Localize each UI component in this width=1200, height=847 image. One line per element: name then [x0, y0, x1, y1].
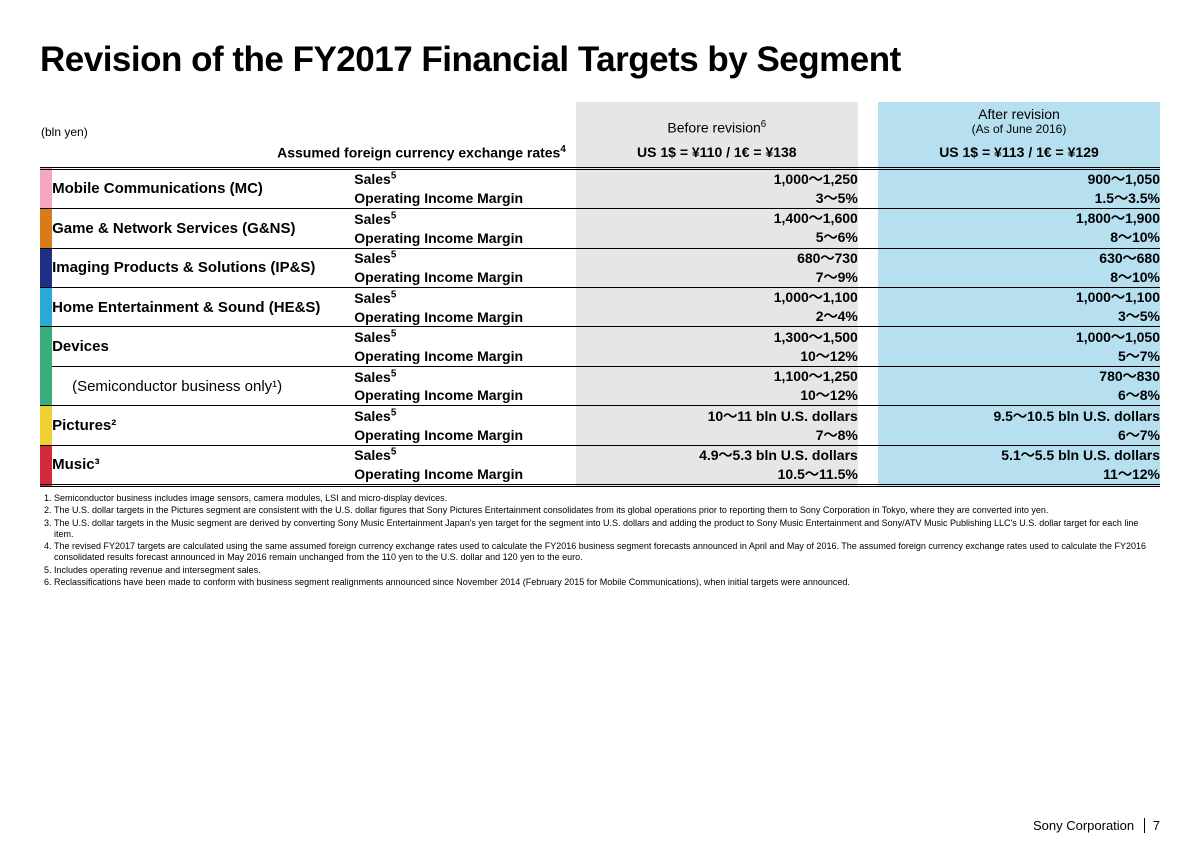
- header-before: Before revision6: [576, 102, 858, 140]
- after-values: 1,000～1,1003～5%: [878, 287, 1160, 326]
- before-values: 1,100～1,25010～12%: [576, 366, 858, 405]
- before-values: 10～11 bln U.S. dollars7～8%: [576, 406, 858, 445]
- rate-before: US 1$ = ¥110 / 1€ = ¥138: [576, 140, 858, 168]
- segment-color-bar: [40, 406, 52, 445]
- header-after: After revision (As of June 2016): [878, 102, 1160, 140]
- footer: Sony Corporation 7: [1033, 818, 1160, 833]
- after-values: 1,800～1,9008～10%: [878, 209, 1160, 248]
- segment-name: Pictures²: [52, 406, 354, 445]
- footer-company: Sony Corporation: [1033, 818, 1134, 833]
- table-row: Game & Network Services (G&NS)Sales5Oper…: [40, 209, 1160, 248]
- footnote-item: The U.S. dollar targets in the Pictures …: [54, 505, 1160, 516]
- segment-color-bar: [40, 287, 52, 326]
- page-title: Revision of the FY2017 Financial Targets…: [40, 40, 1160, 80]
- footnote-item: The U.S. dollar targets in the Music seg…: [54, 518, 1160, 541]
- footnote-item: The revised FY2017 targets are calculate…: [54, 541, 1160, 564]
- after-values: 780～8306～8%: [878, 366, 1160, 405]
- segment-name: Music³: [52, 445, 354, 485]
- after-values: 5.1～5.5 bln U.S. dollars11～12%: [878, 445, 1160, 485]
- segment-name: Game & Network Services (G&NS): [52, 209, 354, 248]
- segment-name: Devices: [52, 327, 354, 366]
- metric-labels: Sales5Operating Income Margin: [354, 248, 576, 287]
- table-row: Mobile Communications (MC)Sales5Operatin…: [40, 168, 1160, 208]
- metric-labels: Sales5Operating Income Margin: [354, 366, 576, 405]
- segment-name: Home Entertainment & Sound (HE&S): [52, 287, 354, 326]
- table-row: Home Entertainment & Sound (HE&S)Sales5O…: [40, 287, 1160, 326]
- segment-name: (Semiconductor business only¹): [52, 366, 354, 405]
- table-row: Music³Sales5Operating Income Margin4.9～5…: [40, 445, 1160, 485]
- segment-color-bar: [40, 327, 52, 406]
- rate-after: US 1$ = ¥113 / 1€ = ¥129: [878, 140, 1160, 168]
- segment-color-bar: [40, 445, 52, 485]
- table-row: DevicesSales5Operating Income Margin1,30…: [40, 327, 1160, 366]
- segment-color-bar: [40, 168, 52, 208]
- after-values: 900～1,0501.5～3.5%: [878, 168, 1160, 208]
- assumed-rates-label: Assumed foreign currency exchange rates4: [40, 140, 576, 168]
- footer-page-number: 7: [1144, 818, 1160, 833]
- footnote-item: Reclassifications have been made to conf…: [54, 577, 1160, 588]
- before-values: 1,400～1,6005～6%: [576, 209, 858, 248]
- segment-color-bar: [40, 209, 52, 248]
- metric-labels: Sales5Operating Income Margin: [354, 168, 576, 208]
- targets-table: (bln yen) Before revision6 After revisio…: [40, 102, 1160, 487]
- metric-labels: Sales5Operating Income Margin: [354, 327, 576, 366]
- metric-labels: Sales5Operating Income Margin: [354, 209, 576, 248]
- table-row: Imaging Products & Solutions (IP&S)Sales…: [40, 248, 1160, 287]
- table-row: Pictures²Sales5Operating Income Margin10…: [40, 406, 1160, 445]
- before-values: 1,000～1,1002～4%: [576, 287, 858, 326]
- footnote-item: Semiconductor business includes image se…: [54, 493, 1160, 504]
- metric-labels: Sales5Operating Income Margin: [354, 445, 576, 485]
- segment-name: Imaging Products & Solutions (IP&S): [52, 248, 354, 287]
- before-values: 1,000～1,2503～5%: [576, 168, 858, 208]
- metric-labels: Sales5Operating Income Margin: [354, 406, 576, 445]
- metric-labels: Sales5Operating Income Margin: [354, 287, 576, 326]
- segment-name: Mobile Communications (MC): [52, 168, 354, 208]
- footnote-item: Includes operating revenue and intersegm…: [54, 565, 1160, 576]
- after-values: 9.5～10.5 bln U.S. dollars6～7%: [878, 406, 1160, 445]
- segment-color-bar: [40, 248, 52, 287]
- before-values: 1,300～1,50010～12%: [576, 327, 858, 366]
- footnotes: Semiconductor business includes image se…: [40, 493, 1160, 588]
- unit-label: (bln yen): [40, 102, 354, 140]
- table-row: (Semiconductor business only¹)Sales5Oper…: [40, 366, 1160, 405]
- before-values: 4.9～5.3 bln U.S. dollars10.5～11.5%: [576, 445, 858, 485]
- after-values: 630～6808～10%: [878, 248, 1160, 287]
- before-values: 680～7307～9%: [576, 248, 858, 287]
- after-values: 1,000～1,0505～7%: [878, 327, 1160, 366]
